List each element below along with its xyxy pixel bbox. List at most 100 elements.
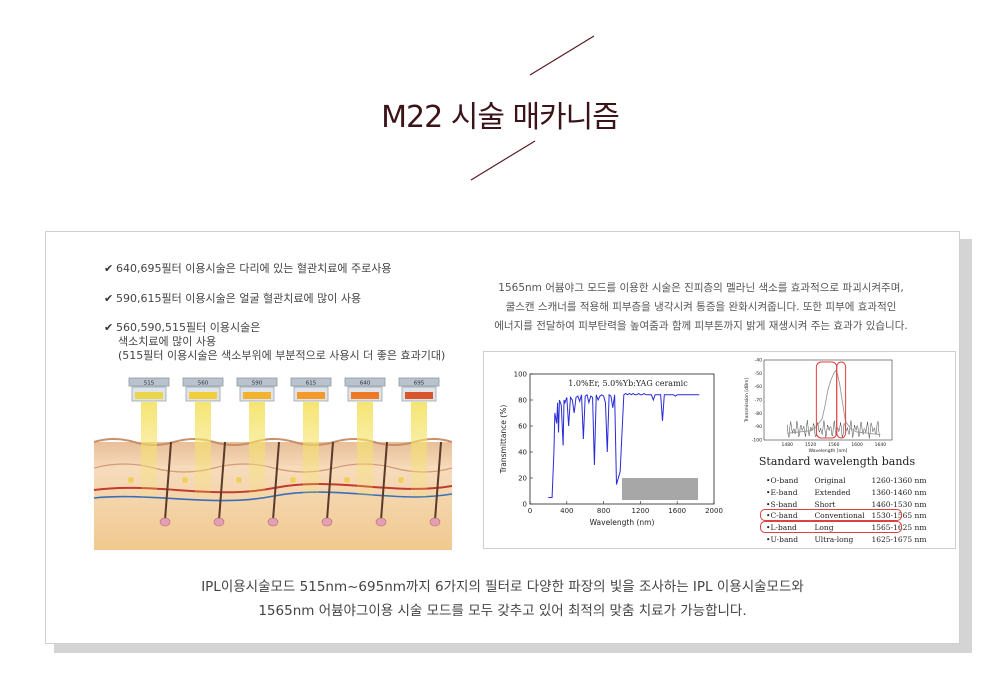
band-type: Short [814,499,836,509]
band-highlight [760,509,902,522]
filter-cap [182,377,224,387]
footer-text: IPL이용시술모드 515nm~695nm까지 6가지의 필터로 다양한 파장의… [201,579,804,619]
light-beam [411,402,427,497]
band-range: 1625-1675 nm [871,534,927,544]
filter-color [351,392,379,399]
x-tick-label: 0 [528,507,532,515]
follicle [213,517,225,527]
y-tick-label: -60 [755,384,762,390]
erbium-description: 1565nm 어븀야그 모드를 이용한 시술은 진피층의 멜라닌 색소를 효과적… [494,282,908,332]
check-icon: ✔ [104,321,114,334]
x-tick-label: 1560 [828,442,840,448]
gland [182,477,188,483]
y-tick-label: 20 [518,475,527,483]
band-row: • E-band Extended 1360-1460 nm [766,487,926,499]
gland [128,477,134,483]
filter-cap [236,377,278,387]
filter-cap [128,377,170,387]
gland [344,477,350,483]
decorative-lines [470,35,595,181]
hair [326,441,334,521]
band-name: E-band [770,487,798,497]
band-name: L-band [770,523,797,533]
y-axis-label: Transmittance (%) [499,405,508,475]
filter-label: 695 [414,381,425,387]
filter-color [297,392,325,399]
band-row: • U-band Ultra-long 1625-1675 nm [766,534,926,546]
y-tick-label: -90 [755,424,762,430]
x-tick-label: 400 [560,507,573,515]
follicle [267,517,279,527]
bullet-dot-icon: • [766,523,771,533]
wavelength-bands-list: • O-band Original 1260-1360 nm • E-band Exte… [760,475,927,546]
filter-color [135,392,163,399]
follicle [429,517,441,527]
x-tick-label: 1200 [631,507,649,515]
y-tick-label: -80 [755,411,762,417]
bullet-dot-icon: • [766,534,771,544]
gland [236,477,242,483]
sample-photo [622,478,698,500]
band-range: 1565-1625 nm [871,523,927,533]
bullet-dot-icon: • [766,511,771,521]
transmittance-line [548,392,700,498]
band-name: U-band [770,534,799,544]
hair [218,441,226,521]
page-title: M22 시술 매카니즘 [381,100,620,135]
band-row: • S-band Short 1460-1530 nm [766,499,926,511]
bullet-item: ✔ 590,615필터 이용시술은 얼굴 혈관치료에 많이 사용 [104,292,362,305]
filter-color [189,392,217,399]
skin-filter-illustration: 515 560 590 615 640 695 [94,377,452,550]
x-tick-label: 1520 [805,442,817,448]
light-beam [141,402,157,497]
band-range: 1460-1530 nm [871,499,927,509]
plot-frame [529,373,715,505]
band-name: O-band [770,476,799,485]
gland [290,477,296,483]
y-tick-label: -100 [752,438,762,444]
filter-cap [290,377,332,387]
light-beam [357,402,373,497]
bullet-dot-icon: • [766,476,771,485]
band-type: Long [814,523,834,533]
band-row: • L-band Long 1565-1625 nm [760,521,927,534]
hair [272,441,280,521]
transmission-line [787,369,881,436]
band-row: • C-band Conventional 1530-1565 nm [760,509,926,522]
bullet-dot-icon: • [766,487,771,497]
filter-cap [398,377,440,387]
plot-frame [763,359,893,441]
follicle [159,517,171,527]
x-tick-label: 800 [597,507,610,515]
x-axis-label: Wavelength (nm) [590,518,655,527]
hair [380,441,388,521]
l-band-highlight [836,361,847,439]
band-type: Original [814,476,846,485]
y-tick-label: -70 [755,398,762,404]
follicle [375,517,387,527]
filter-label: 590 [252,381,263,387]
noise-spectrum [787,420,881,439]
bullet-item: ✔ 560,590,515필터 이용시술은 색소치료에 많이 사용 (515필터 … [104,321,446,362]
filter-label: 560 [198,381,209,387]
band-type: Ultra-long [814,534,854,544]
chart-title: 1.0%Er, 5.0%Yb:YAG ceramic [568,379,688,388]
filter-color [243,392,271,399]
y-tick-label: 100 [514,371,527,379]
transmittance-chart: 0 400 800 1200 1600 2000 0 20 40 60 80 100 Wavelengt… [499,371,723,528]
y-tick-label: -50 [755,371,762,377]
hair [434,441,442,521]
check-icon: ✔ [104,262,114,275]
y-tick-label: -40 [755,358,762,364]
band-range: 1360-1460 nm [871,487,927,497]
band-name: S-band [770,499,798,509]
y-tick-label: 40 [518,449,527,457]
band-name: C-band [770,511,798,521]
light-beam [303,402,319,497]
x-tick-label: 1640 [875,442,887,448]
x-tick-label: 1480 [782,442,794,448]
x-tick-label: 2000 [705,507,723,515]
band-range: 1260-1360 nm [871,476,927,485]
light-beam [195,402,211,497]
hair [164,441,172,521]
